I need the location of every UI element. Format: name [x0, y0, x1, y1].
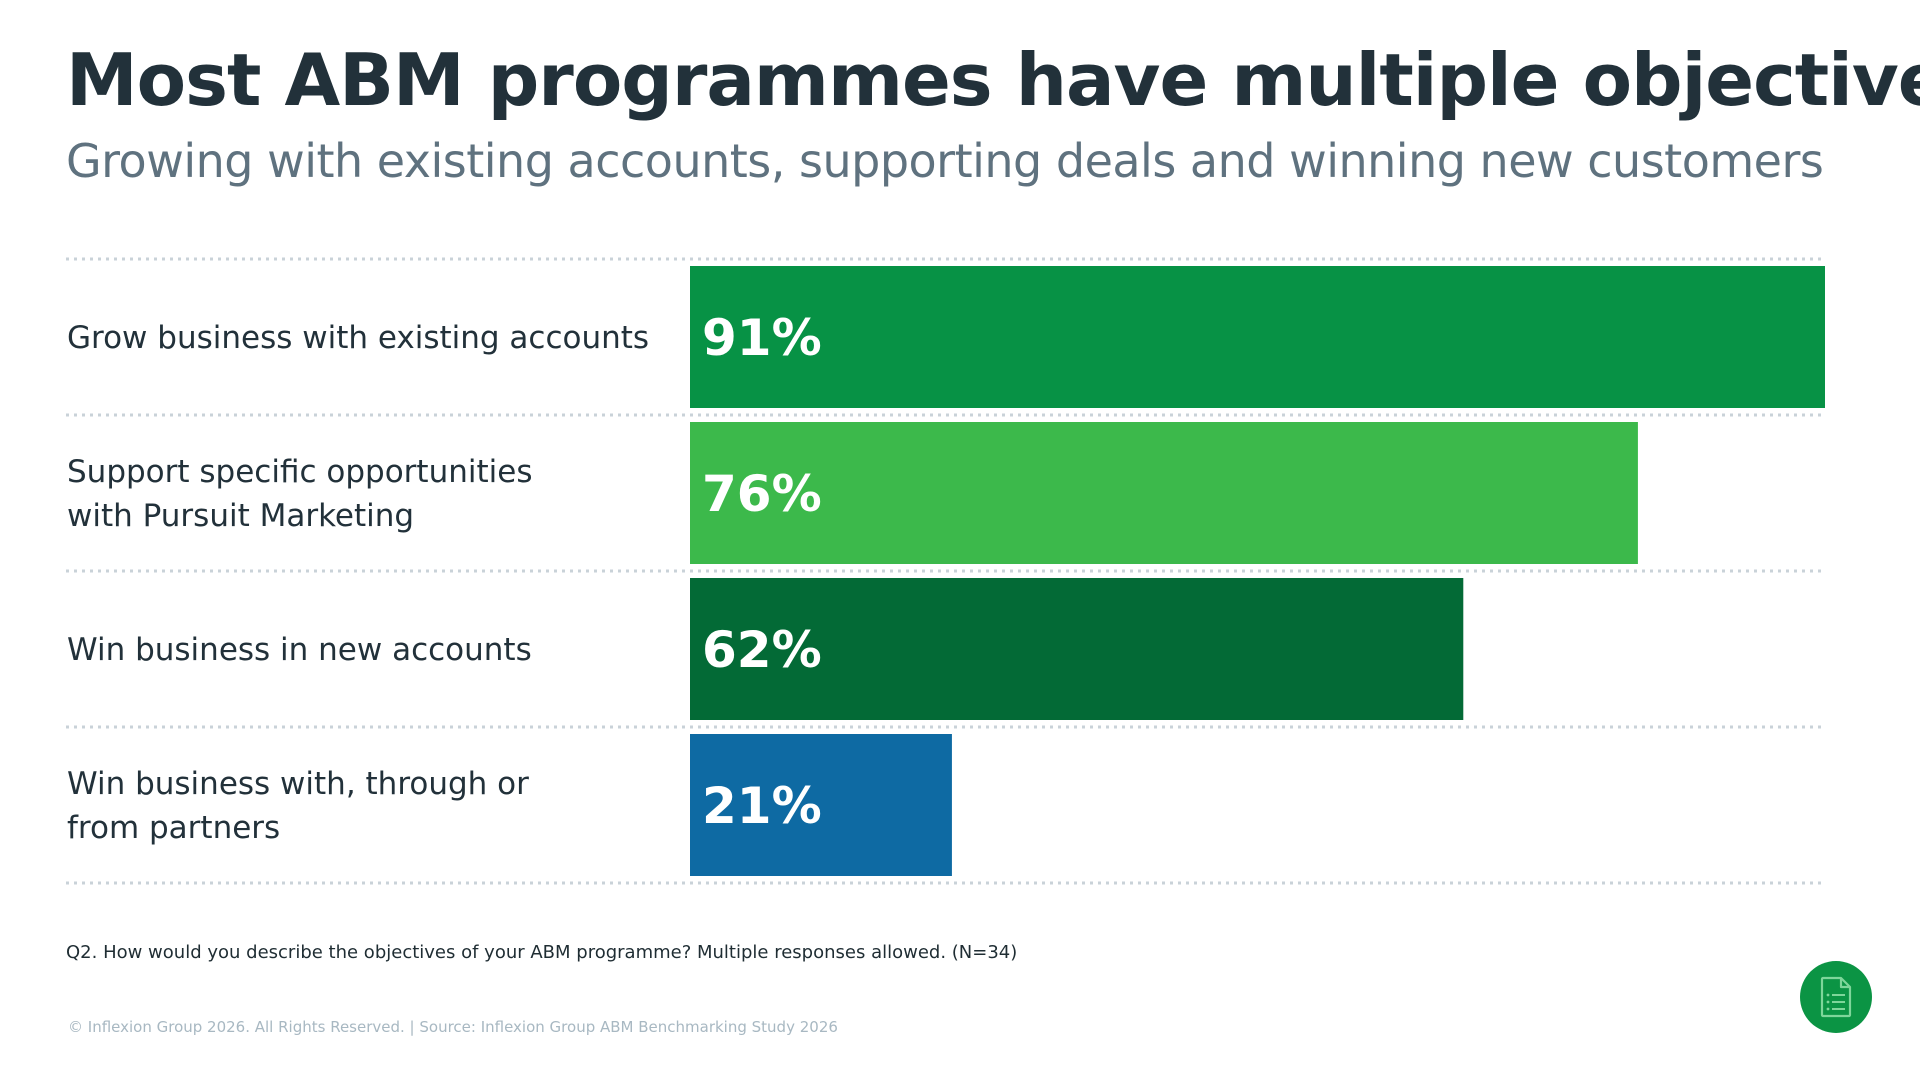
document-button[interactable] [1800, 961, 1872, 1033]
chart-title: Most ABM programmes have multiple object… [66, 38, 1920, 122]
value-label: 21% [702, 777, 822, 835]
copyright-source-note: © Inflexion Group 2026. All Rights Reser… [68, 1018, 838, 1036]
category-label: Win business with, through or from partne… [67, 766, 529, 846]
category-label: Grow business with existing accounts [67, 320, 649, 356]
category-label: Win business in new accounts [67, 632, 532, 668]
bar [690, 422, 1638, 564]
value-label: 62% [702, 621, 822, 679]
bar [690, 734, 952, 876]
value-label: 91% [702, 309, 822, 367]
bar-chart: 91% Grow business with existing accounts 7… [66, 257, 1825, 885]
document-checklist-icon [1820, 976, 1852, 1018]
category-label: Support specific opportunities with Pursu… [67, 454, 532, 534]
bar [690, 578, 1464, 720]
value-label: 76% [702, 465, 822, 523]
survey-question-footnote: Q2. How would you describe the objective… [66, 942, 1018, 963]
bar [690, 266, 1825, 408]
chart-subtitle: Growing with existing accounts, supporti… [66, 134, 1824, 188]
